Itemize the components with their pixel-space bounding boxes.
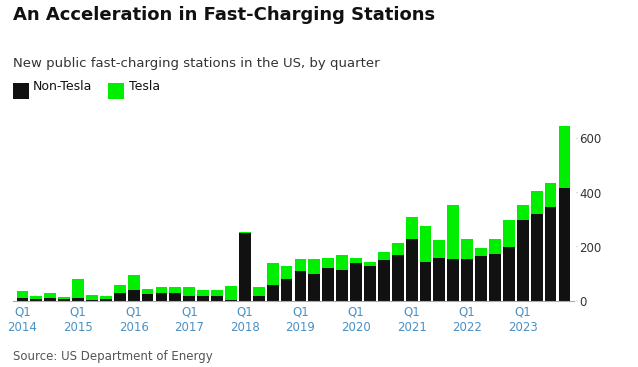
Bar (433, 240, 445, 258)
Bar (433, 258, 445, 301)
Bar (58, 299, 70, 301)
Bar (447, 205, 459, 259)
Bar (239, 233, 251, 301)
Bar (322, 258, 334, 268)
Bar (267, 285, 279, 301)
Bar (558, 126, 570, 189)
Bar (17, 298, 29, 301)
Bar (420, 262, 431, 301)
Bar (211, 295, 223, 301)
Bar (406, 239, 417, 301)
Bar (420, 226, 431, 262)
Bar (378, 252, 390, 260)
Bar (183, 287, 195, 295)
Bar (197, 295, 209, 301)
Bar (267, 263, 279, 285)
Bar (114, 285, 126, 293)
Bar (72, 298, 84, 301)
Bar (461, 239, 473, 259)
Bar (322, 268, 334, 301)
Bar (253, 287, 265, 295)
Bar (86, 295, 98, 299)
Text: Tesla: Tesla (129, 80, 160, 93)
Bar (392, 255, 404, 301)
Bar (350, 263, 362, 301)
Bar (558, 189, 570, 301)
Bar (45, 293, 56, 298)
Bar (378, 260, 390, 301)
Bar (253, 295, 265, 301)
Bar (531, 191, 542, 214)
Bar (31, 299, 42, 301)
Bar (100, 299, 112, 301)
Bar (128, 290, 140, 301)
Bar (142, 294, 154, 301)
Bar (225, 299, 237, 301)
Bar (156, 293, 167, 301)
Bar (239, 232, 251, 233)
Bar (447, 259, 459, 301)
Bar (295, 259, 306, 271)
Bar (170, 293, 181, 301)
Bar (308, 259, 320, 274)
Bar (364, 262, 376, 266)
Bar (517, 205, 529, 219)
Bar (45, 298, 56, 301)
Bar (545, 207, 556, 301)
Bar (406, 217, 417, 239)
Bar (142, 289, 154, 294)
Bar (475, 248, 487, 256)
Bar (545, 183, 556, 207)
Bar (197, 290, 209, 295)
Bar (489, 254, 501, 301)
Bar (295, 271, 306, 301)
Text: An Acceleration in Fast-Charging Stations: An Acceleration in Fast-Charging Station… (13, 6, 435, 23)
Bar (281, 279, 292, 301)
Bar (489, 239, 501, 254)
Text: New public fast-charging stations in the US, by quarter: New public fast-charging stations in the… (13, 57, 380, 70)
Bar (183, 295, 195, 301)
Bar (503, 219, 515, 247)
Bar (503, 247, 515, 301)
Bar (170, 287, 181, 293)
Bar (336, 270, 348, 301)
Bar (350, 258, 362, 263)
Bar (461, 259, 473, 301)
Bar (72, 279, 84, 298)
Bar (128, 275, 140, 290)
Bar (100, 296, 112, 299)
Bar (211, 290, 223, 295)
Bar (364, 266, 376, 301)
Bar (58, 297, 70, 299)
Bar (17, 291, 29, 298)
Bar (225, 286, 237, 299)
Text: Source: US Department of Energy: Source: US Department of Energy (13, 350, 212, 363)
Bar (531, 214, 542, 301)
Bar (86, 299, 98, 301)
Bar (517, 219, 529, 301)
Bar (156, 287, 167, 293)
Text: Non-Tesla: Non-Tesla (33, 80, 93, 93)
Bar (114, 293, 126, 301)
Bar (281, 266, 292, 279)
Bar (392, 243, 404, 255)
Bar (308, 274, 320, 301)
Bar (475, 256, 487, 301)
Bar (336, 255, 348, 270)
Bar (31, 295, 42, 299)
